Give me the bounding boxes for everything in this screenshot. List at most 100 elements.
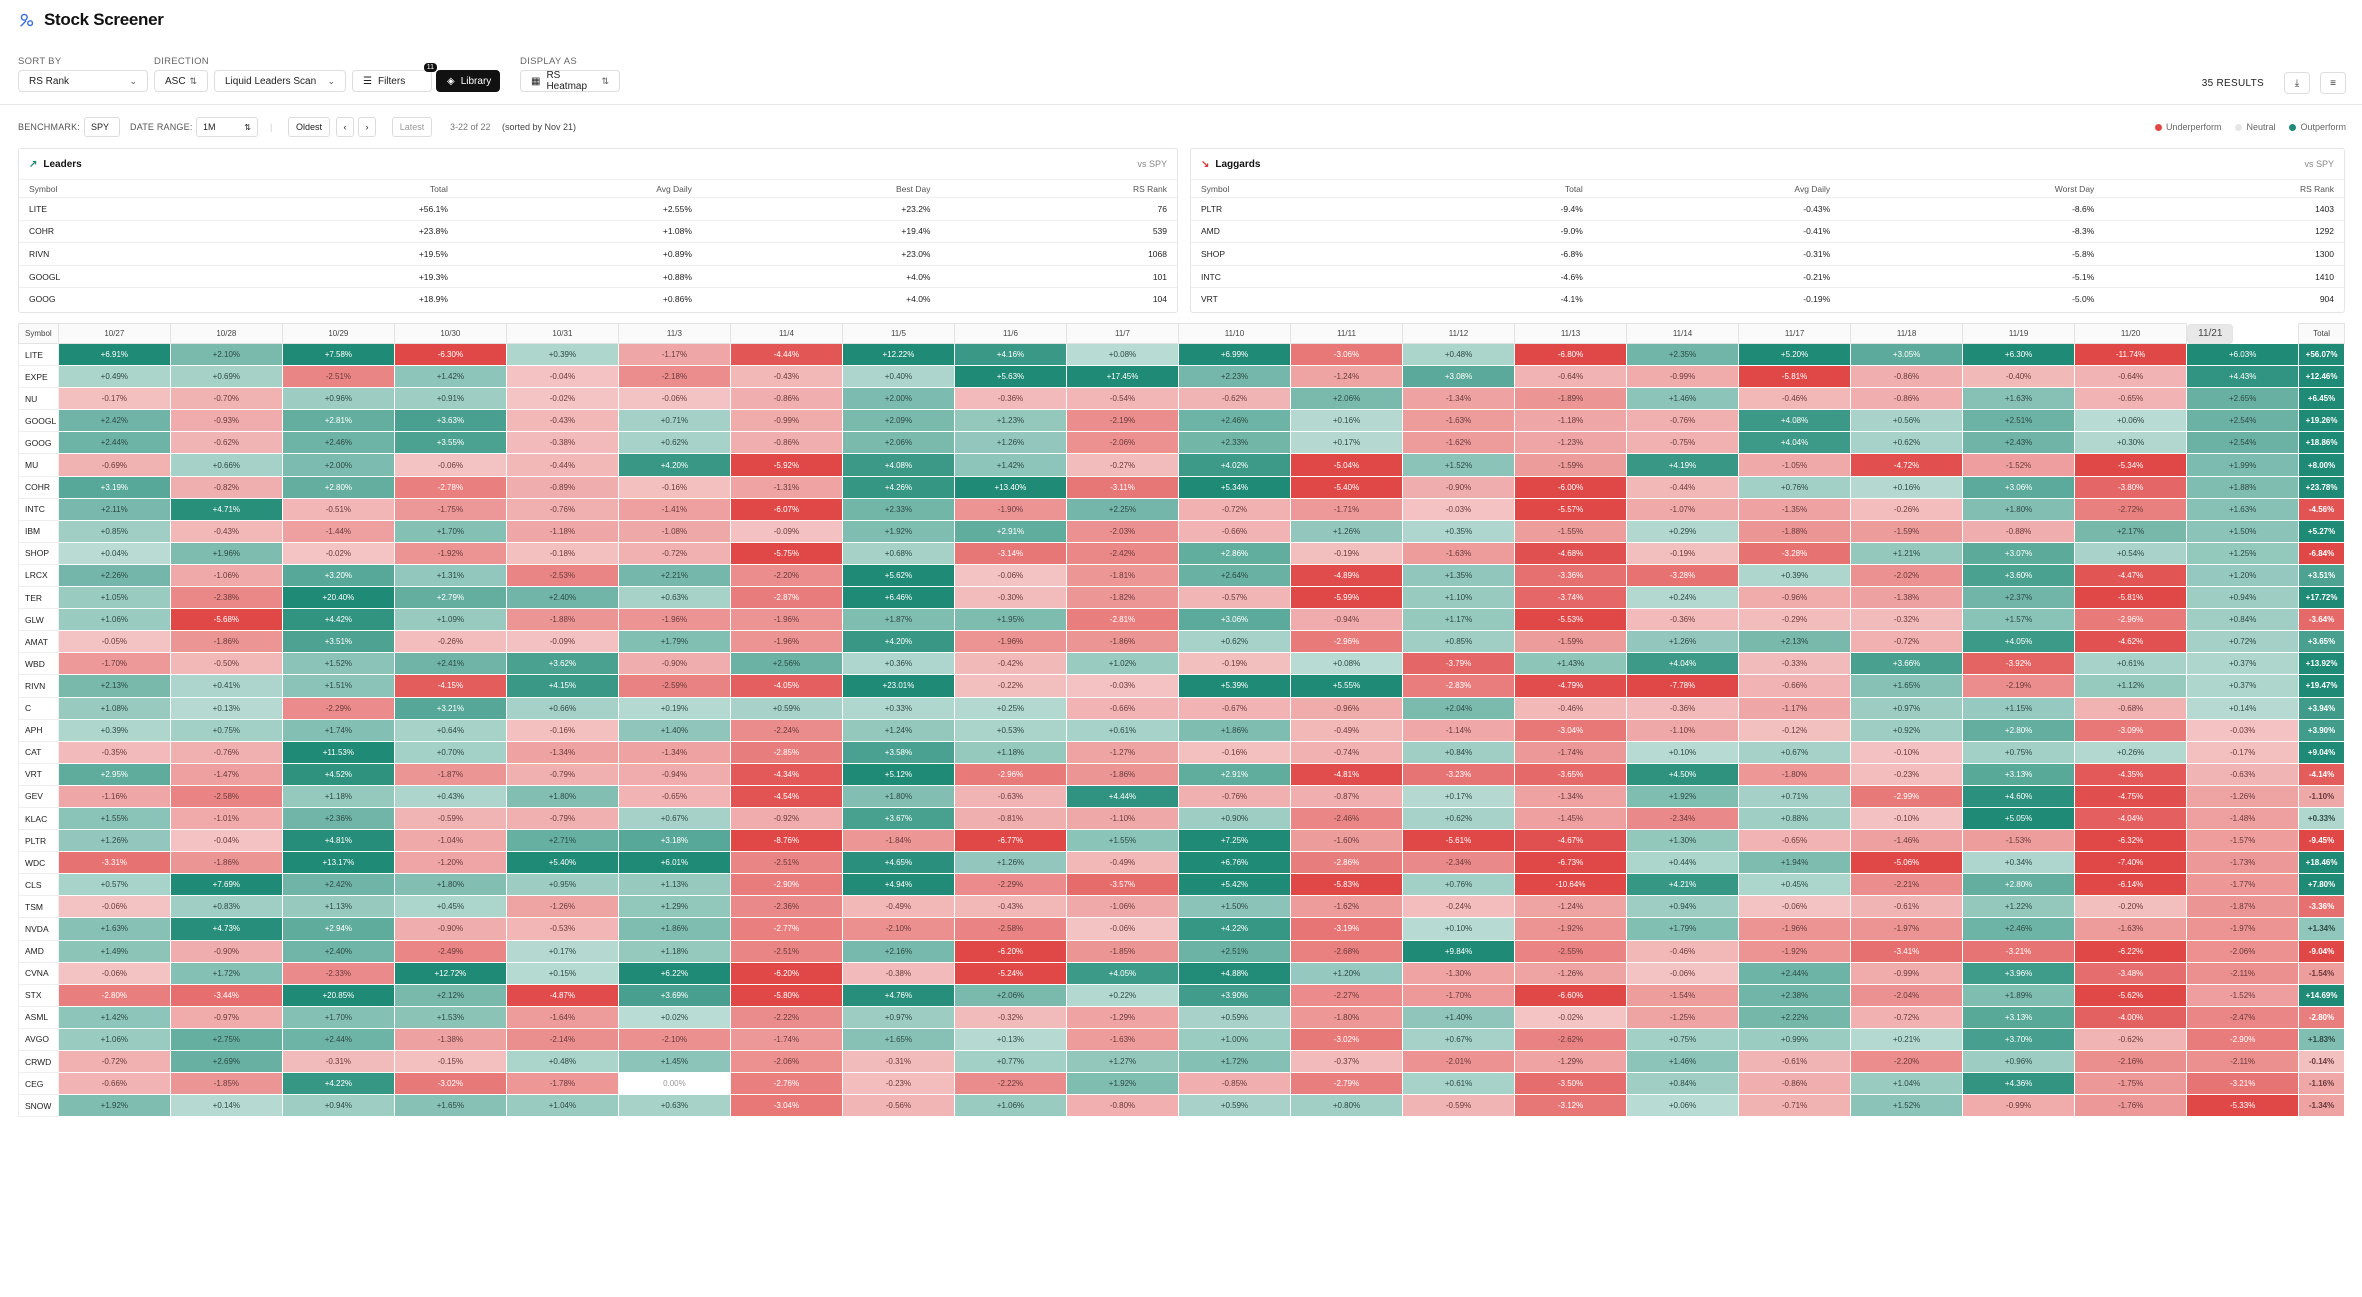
- heatmap-cell[interactable]: +1.95%: [953, 608, 1067, 632]
- heatmap-cell[interactable]: -2.96%: [953, 762, 1067, 786]
- heatmap-cell[interactable]: -0.62%: [2074, 1027, 2188, 1052]
- heatmap-cell[interactable]: +3.55%: [393, 431, 507, 455]
- heatmap-cell[interactable]: -2.22%: [953, 1072, 1067, 1096]
- heatmap-cell[interactable]: +5.12%: [841, 762, 955, 786]
- heatmap-cell[interactable]: -1.86%: [169, 630, 283, 654]
- heatmap-cell[interactable]: +1.46%: [1626, 1049, 1740, 1074]
- heatmap-cell[interactable]: -0.33%: [1738, 652, 1852, 676]
- heatmap-cell[interactable]: -1.76%: [2074, 1094, 2188, 1118]
- heatmap-cell[interactable]: +2.75%: [169, 1027, 283, 1052]
- heatmap-cell[interactable]: +1.57%: [1962, 608, 2076, 632]
- heatmap-cell[interactable]: +0.75%: [1962, 740, 2076, 764]
- heatmap-cell[interactable]: +0.14%: [169, 1094, 283, 1118]
- heatmap-symbol[interactable]: CAT: [18, 740, 59, 764]
- heatmap-cell[interactable]: +2.11%: [57, 497, 171, 521]
- heatmap-cell[interactable]: +5.40%: [505, 851, 619, 875]
- heatmap-cell[interactable]: +1.23%: [953, 409, 1067, 433]
- heatmap-cell[interactable]: -1.26%: [1514, 961, 1628, 985]
- heatmap-row[interactable]: NVDA +1.63% +4.73% +2.94% -0.90% -0.53% +1.86%…: [18, 917, 2345, 941]
- heatmap-cell[interactable]: -0.04%: [505, 365, 619, 389]
- heatmap-cell[interactable]: -2.87%: [729, 586, 843, 610]
- heatmap-symbol[interactable]: CRWD: [18, 1049, 59, 1074]
- heatmap-cell[interactable]: -1.85%: [1065, 939, 1179, 963]
- heatmap-cell[interactable]: +4.02%: [1177, 453, 1292, 477]
- heatmap-cell[interactable]: +2.43%: [1962, 431, 2076, 455]
- heatmap-cell[interactable]: +4.88%: [1177, 961, 1292, 985]
- heatmap-cell[interactable]: -1.20%: [393, 851, 507, 875]
- heatmap-cell[interactable]: -1.14%: [1402, 718, 1516, 742]
- heatmap-cell[interactable]: -1.96%: [729, 608, 843, 632]
- heatmap-cell[interactable]: +0.94%: [1626, 895, 1740, 919]
- heatmap-cell[interactable]: -0.62%: [1177, 387, 1292, 411]
- heatmap-cell[interactable]: +1.22%: [1962, 895, 2076, 919]
- heatmap-cell[interactable]: -2.96%: [1289, 630, 1404, 654]
- heatmap-cell[interactable]: -1.10%: [1626, 718, 1740, 742]
- heatmap-cell[interactable]: +0.61%: [1402, 1072, 1516, 1096]
- heatmap-cell[interactable]: -1.29%: [1065, 1005, 1179, 1029]
- heatmap-cell[interactable]: +1.29%: [617, 895, 731, 919]
- heatmap-cell[interactable]: -3.06%: [1289, 342, 1404, 367]
- heatmap-cell[interactable]: -2.53%: [505, 563, 619, 588]
- heatmap-cell[interactable]: -1.10%: [1065, 806, 1179, 831]
- heatmap-cell[interactable]: -0.72%: [57, 1049, 171, 1074]
- heatmap-cell[interactable]: +2.79%: [393, 586, 507, 610]
- heatmap-cell[interactable]: +0.08%: [1065, 342, 1179, 367]
- heatmap-cell[interactable]: +2.86%: [1177, 541, 1292, 565]
- heatmap-cell[interactable]: +0.34%: [1962, 851, 2076, 875]
- heatmap-cell[interactable]: -3.74%: [1514, 586, 1628, 610]
- heatmap-cell[interactable]: -0.61%: [1738, 1049, 1852, 1074]
- heatmap-cell[interactable]: -1.74%: [729, 1027, 843, 1052]
- heatmap-cell[interactable]: -1.70%: [1402, 983, 1516, 1007]
- heatmap-cell[interactable]: -0.59%: [393, 806, 507, 831]
- heatmap-cell[interactable]: +1.26%: [953, 851, 1067, 875]
- heatmap-cell[interactable]: +0.16%: [1289, 409, 1404, 433]
- heatmap-cell[interactable]: +0.41%: [169, 674, 283, 698]
- heatmap-cell[interactable]: +0.22%: [1065, 983, 1179, 1007]
- heatmap-cell[interactable]: +4.60%: [1962, 784, 2076, 808]
- heatmap-cell[interactable]: -0.44%: [505, 453, 619, 477]
- heatmap-cell[interactable]: +0.14%: [2186, 696, 2300, 720]
- heatmap-cell[interactable]: +2.40%: [281, 939, 395, 963]
- heatmap-cell[interactable]: +2.37%: [1962, 586, 2076, 610]
- heatmap-cell[interactable]: +0.59%: [1177, 1094, 1292, 1118]
- heatmap-cell[interactable]: +0.94%: [2186, 586, 2300, 610]
- heatmap-cell[interactable]: -1.88%: [505, 608, 619, 632]
- heatmap-cell[interactable]: +2.64%: [1177, 563, 1292, 588]
- heatmap-cell[interactable]: +1.86%: [1177, 718, 1292, 742]
- heatmap-cell[interactable]: +2.42%: [281, 873, 395, 897]
- heatmap-cell[interactable]: -4.62%: [2074, 630, 2188, 654]
- columns-button[interactable]: ≡: [2320, 72, 2346, 94]
- heatmap-cell[interactable]: -1.71%: [1289, 497, 1404, 521]
- heatmap-cell[interactable]: +6.46%: [841, 586, 955, 610]
- heatmap-cell[interactable]: -1.92%: [1514, 917, 1628, 941]
- heatmap-cell[interactable]: -1.54%: [1626, 983, 1740, 1007]
- heatmap-cell[interactable]: +4.73%: [169, 917, 283, 941]
- heatmap-cell[interactable]: +1.05%: [57, 586, 171, 610]
- heatmap-cell[interactable]: +1.92%: [1065, 1072, 1179, 1096]
- heatmap-cell[interactable]: -2.10%: [617, 1027, 731, 1052]
- heatmap-cell[interactable]: -4.15%: [393, 674, 507, 698]
- heatmap-cell[interactable]: -0.20%: [2074, 895, 2188, 919]
- heatmap-cell[interactable]: -0.54%: [1065, 387, 1179, 411]
- heatmap-cell[interactable]: -3.02%: [1289, 1027, 1404, 1052]
- heatmap-cell[interactable]: -0.15%: [393, 1049, 507, 1074]
- heatmap-cell[interactable]: +1.89%: [1962, 983, 2076, 1007]
- heatmap-cell[interactable]: +3.90%: [1177, 983, 1292, 1007]
- heatmap-cell[interactable]: +3.60%: [1962, 563, 2076, 588]
- heatmap-cell[interactable]: +13.40%: [953, 475, 1067, 499]
- heatmap-cell[interactable]: +0.13%: [169, 696, 283, 720]
- heatmap-cell[interactable]: -3.28%: [1738, 541, 1852, 565]
- heatmap-cell[interactable]: +0.76%: [1738, 475, 1852, 499]
- heatmap-date-header[interactable]: 11/11: [1289, 323, 1404, 344]
- heatmap-cell[interactable]: +0.10%: [1402, 917, 1516, 941]
- heatmap-cell[interactable]: -0.90%: [393, 917, 507, 941]
- heatmap-row[interactable]: NU -0.17% -0.70% +0.96% +0.91% -0.02% -0.06% -0…: [18, 387, 2345, 411]
- heatmap-cell[interactable]: -2.19%: [1962, 674, 2076, 698]
- heatmap-cell[interactable]: -0.19%: [1626, 541, 1740, 565]
- heatmap-cell[interactable]: +4.20%: [617, 453, 731, 477]
- heatmap-cell[interactable]: +2.33%: [1177, 431, 1292, 455]
- heatmap-cell[interactable]: -0.67%: [1177, 696, 1292, 720]
- heatmap-cell[interactable]: -2.42%: [1065, 541, 1179, 565]
- heatmap-cell[interactable]: +2.69%: [169, 1049, 283, 1074]
- heatmap-cell[interactable]: +4.21%: [1626, 873, 1740, 897]
